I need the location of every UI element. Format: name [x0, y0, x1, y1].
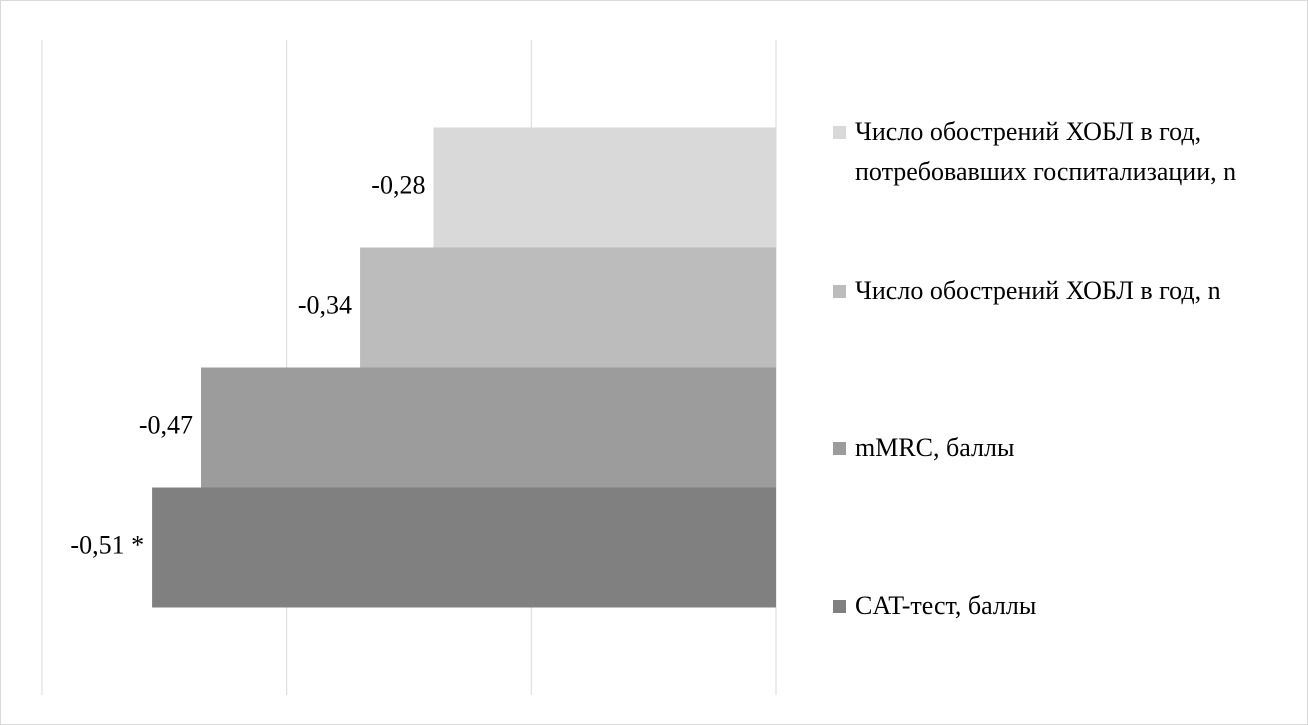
data-label: -0,34	[298, 290, 352, 319]
legend-entry: Число обострений ХОБЛ в год, n	[833, 271, 1293, 311]
legend-entry: Число обострений ХОБЛ в год, потребовавш…	[833, 112, 1293, 192]
bar	[360, 247, 776, 368]
bar	[152, 487, 777, 608]
data-label: -0,51 *	[70, 530, 144, 559]
bar	[433, 127, 776, 248]
legend-label: Число обострений ХОБЛ в год, n	[855, 276, 1221, 305]
legend-swatch	[833, 442, 846, 455]
legend-swatch	[833, 126, 846, 139]
bar	[201, 367, 777, 488]
legend-label: mMRC, баллы	[855, 433, 1015, 462]
data-label: -0,28	[371, 170, 425, 199]
data-label: -0,47	[139, 410, 193, 439]
legend-label: CAT-тест, баллы	[855, 591, 1037, 620]
legend-entry: mMRC, баллы	[833, 428, 1293, 468]
legend-swatch	[833, 600, 846, 613]
legend-swatch	[833, 285, 846, 298]
legend-entry: CAT-тест, баллы	[833, 586, 1293, 626]
legend-label: Число обострений ХОБЛ в год, потребовавш…	[855, 117, 1237, 186]
